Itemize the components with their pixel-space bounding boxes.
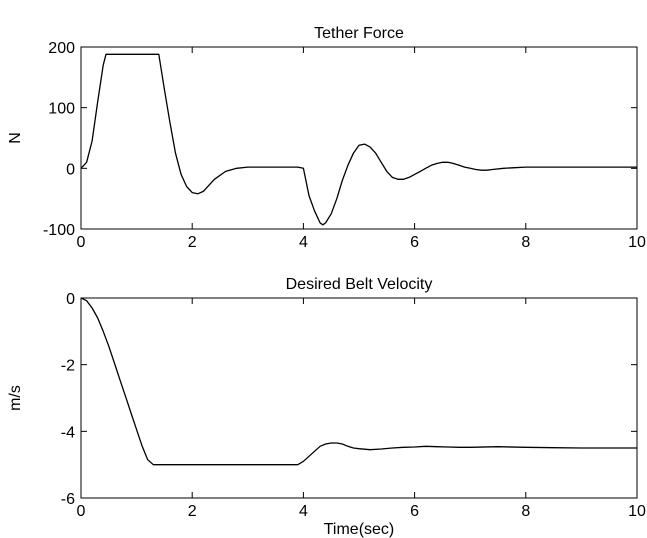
velocity-x-tick-label: 6: [410, 503, 419, 520]
tether-plot-frame: [80, 46, 638, 230]
velocity-y-axis-label: m/s: [7, 385, 24, 411]
velocity-series-line: [80, 297, 637, 466]
velocity-x-tick-label: 10: [628, 503, 646, 520]
tether-x-tick-label: 6: [410, 234, 419, 251]
tether-x-tick-label: 8: [521, 234, 530, 251]
tether-x-tick-label: 0: [77, 234, 86, 251]
tether-chart-title: Tether Force: [314, 25, 404, 42]
tether-x-tick-label: 4: [299, 234, 308, 251]
tether-y-tick-label: 100: [48, 101, 75, 118]
velocity-x-tick-label: 8: [521, 503, 530, 520]
velocity-y-tick-label: -4: [61, 424, 75, 441]
velocity-plot-frame: [80, 297, 638, 499]
velocity-y-tick-label: 0: [66, 291, 75, 308]
tether-y-tick-label: 0: [66, 161, 75, 178]
velocity-x-axis-label: Time(sec): [324, 521, 395, 538]
velocity-y-tick-label: -6: [61, 491, 75, 508]
velocity-x-tick-label: 2: [188, 503, 197, 520]
tether-y-axis-label: N: [7, 132, 24, 144]
velocity-y-tick-label: -2: [61, 358, 75, 375]
belt-velocity-plot: 0 2 4 6 8 10 -6 -4 -2 0 Desired Belt Velocity m/s Ti…: [7, 276, 646, 538]
velocity-x-tick-label: 4: [299, 503, 308, 520]
velocity-x-tick-label: 0: [77, 503, 86, 520]
tether-series-line: [80, 53, 637, 226]
tether-x-tick-label: 10: [628, 234, 646, 251]
velocity-chart-title: Desired Belt Velocity: [286, 276, 433, 293]
tether-y-tick-label: -100: [43, 222, 75, 239]
tether-x-tick-label: 2: [188, 234, 197, 251]
tether-y-tick-label: 200: [48, 40, 75, 57]
